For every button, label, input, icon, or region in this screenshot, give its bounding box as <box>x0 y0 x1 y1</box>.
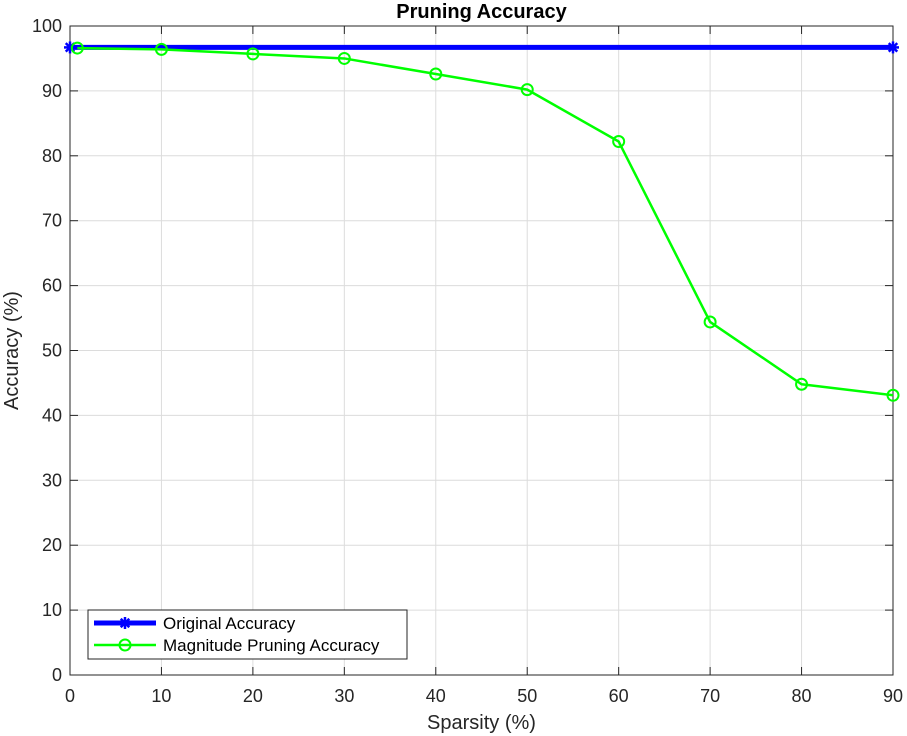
chart-title: Pruning Accuracy <box>396 1 567 23</box>
y-tick-label: 60 <box>42 276 62 296</box>
series-line-magnitude-pruning-accuracy <box>77 46 894 397</box>
x-tick-label: 80 <box>792 686 812 706</box>
data-point-circle <box>337 51 351 65</box>
legend-label-original-accuracy: Original Accuracy <box>163 614 296 633</box>
y-tick-label: 100 <box>32 16 62 36</box>
y-tick-label: 80 <box>42 146 62 166</box>
series-lines <box>64 41 900 402</box>
data-point-circle <box>795 377 809 391</box>
y-tick-label: 20 <box>42 535 62 555</box>
x-tick-label: 50 <box>517 686 537 706</box>
x-tick-label: 10 <box>151 686 171 706</box>
axis-ticks: 0 10 20 30 40 50 60 70 80 90 0 10 20 30 40 50 60 70 80 90 10… <box>32 16 903 706</box>
x-tick-label: 60 <box>609 686 629 706</box>
legend-circle-glyph <box>118 638 132 652</box>
legend-star-glyph <box>119 617 131 629</box>
data-point-circle <box>154 42 168 56</box>
data-point-circle <box>429 67 443 81</box>
data-point-circle <box>70 41 84 55</box>
y-tick-label: 50 <box>42 341 62 361</box>
legend-marker-circle <box>118 638 132 652</box>
data-point-circle <box>612 135 626 149</box>
x-tick-label: 40 <box>426 686 446 706</box>
legend-label-magnitude-pruning-accuracy: Magnitude Pruning Accuracy <box>163 636 380 655</box>
x-tick-label: 30 <box>334 686 354 706</box>
data-point-circle <box>246 47 260 61</box>
x-tick-label: 70 <box>700 686 720 706</box>
y-tick-label: 90 <box>42 81 62 101</box>
legend-box <box>87 609 408 660</box>
data-point-circle <box>886 388 900 402</box>
data-point-circle <box>703 315 717 329</box>
y-tick-label: 0 <box>52 665 62 685</box>
y-tick-label: 40 <box>42 405 62 425</box>
legend-marker-star <box>119 617 131 629</box>
y-tick-label: 10 <box>42 600 62 620</box>
y-axis-title: Accuracy (%) <box>1 291 23 410</box>
x-tick-label: 20 <box>243 686 263 706</box>
y-tick-label: 70 <box>42 211 62 231</box>
x-tick-label: 90 <box>883 686 903 706</box>
data-point-circle <box>520 83 534 97</box>
y-tick-label: 30 <box>42 470 62 490</box>
x-axis-title: Sparsity (%) <box>427 712 536 734</box>
x-tick-label: 0 <box>65 686 75 706</box>
legend: Original Accuracy Magnitude Pruning Accu… <box>87 609 408 660</box>
data-point-star <box>887 41 899 54</box>
